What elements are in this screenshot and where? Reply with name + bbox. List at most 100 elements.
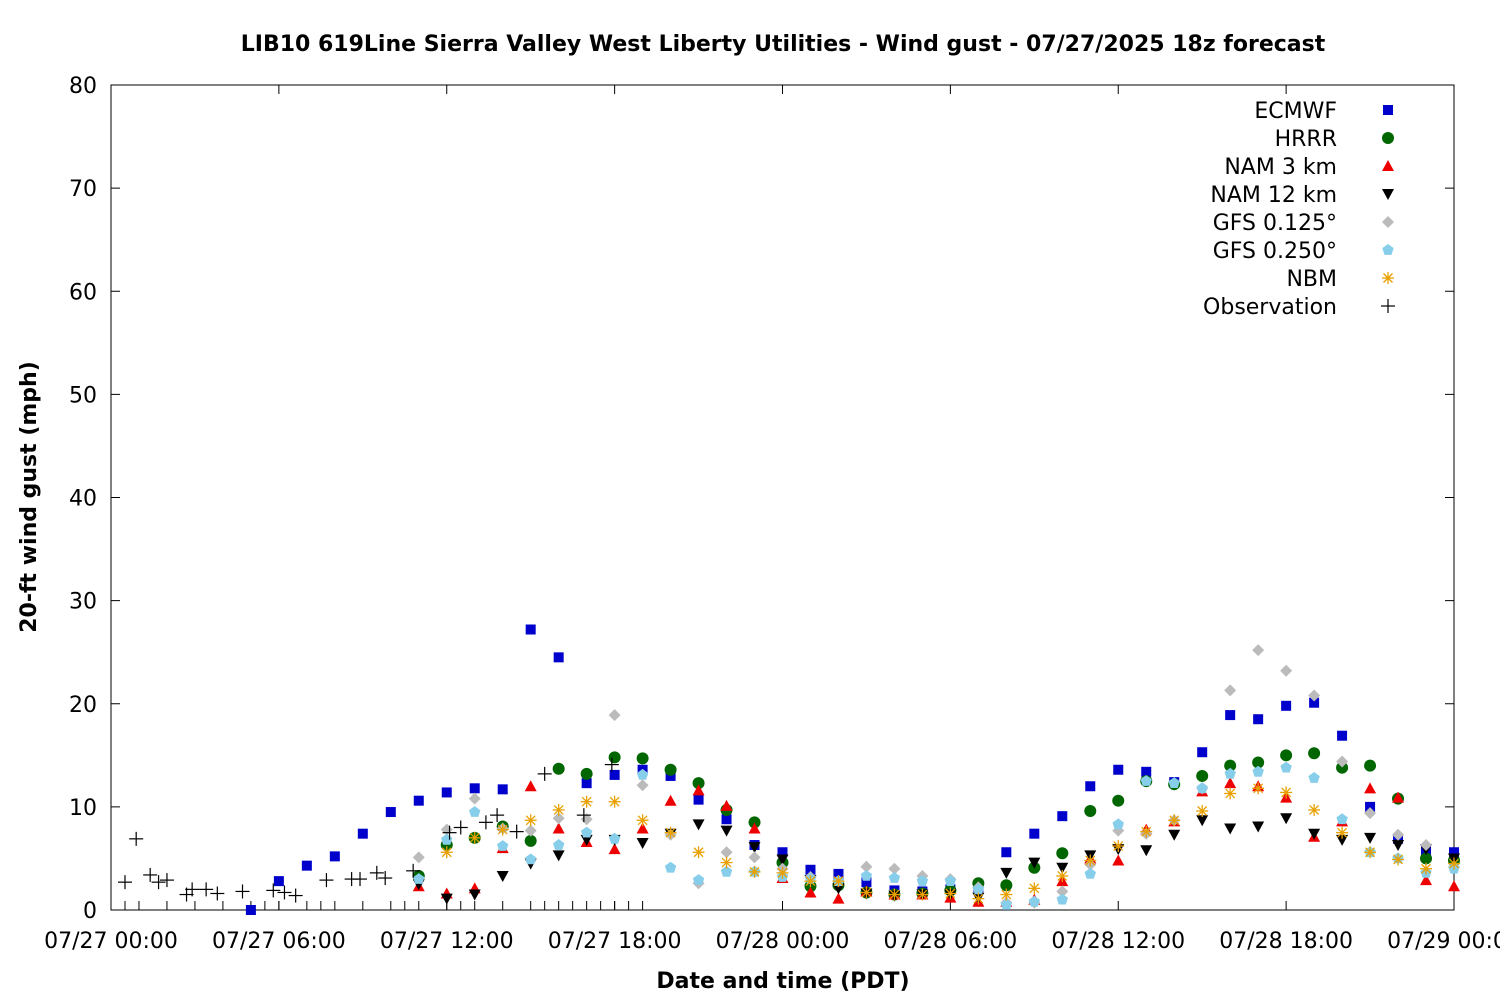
point-nam-3-km [552,822,565,834]
point-gfs-0-250 [441,833,453,845]
point-observation [235,884,250,899]
legend-marker-gfs-0-125 [1382,216,1394,228]
point-ecmwf [609,769,620,780]
point-ecmwf [357,828,368,839]
point-gfs-0-250 [1308,772,1320,783]
point-ecmwf [665,770,676,781]
x-tick-label: 07/28 18:00 [1219,929,1353,954]
legend-label-nbm: NBM [1286,267,1337,292]
point-observation [490,808,505,823]
point-nam-12-km [1224,823,1237,835]
point-nam-12-km [468,889,481,901]
point-hrrr [580,767,593,780]
point-ecmwf [581,778,592,789]
point-observation [319,873,334,888]
point-ecmwf [805,864,816,875]
point-nbm [664,826,677,839]
point-nam-12-km [748,842,761,854]
point-gfs-0-125 [1336,755,1349,768]
point-nam-3-km [1364,782,1377,794]
point-gfs-0-250 [608,832,621,844]
point-nbm [1140,825,1153,838]
chart-title: LIB10 619Line Sierra Valley West Liberty… [241,32,1326,57]
point-gfs-0-250 [469,806,481,817]
point-nbm [804,875,817,888]
point-observation [604,757,619,772]
legend-label-gfs-0-125: GFS 0.125° [1213,211,1337,236]
point-gfs-0-250 [1224,767,1236,779]
point-gfs-0-250 [972,883,985,895]
point-gfs-0-125 [1280,664,1293,677]
point-hrrr [608,751,621,764]
point-gfs-0-250 [1084,867,1096,879]
point-ecmwf [1057,811,1068,822]
point-nam-3-km [664,794,677,806]
legend-label-nam-12-km: NAM 12 km [1210,183,1337,208]
point-observation [266,883,281,898]
point-observation [277,885,292,900]
point-ecmwf [1449,847,1459,858]
point-gfs-0-250 [1336,813,1348,825]
point-observation [353,872,368,887]
point-observation [442,825,457,840]
point-observation [185,882,200,897]
x-tick-label: 07/29 00:00 [1387,929,1500,954]
point-hrrr [1224,759,1237,772]
point-gfs-0-250 [525,853,537,865]
legend-label-ecmwf: ECMWF [1254,99,1337,124]
y-tick-label: 10 [69,796,97,821]
point-gfs-0-250 [720,865,733,877]
point-gfs-0-250 [1140,775,1152,786]
point-observation [478,815,493,830]
point-ecmwf [1253,714,1264,725]
point-observation [143,867,158,882]
point-nbm [1112,840,1125,853]
point-observation [210,886,225,901]
x-tick-label: 07/27 06:00 [212,929,346,954]
x-tick-label: 07/28 00:00 [716,929,850,954]
series-gfs-0-125 [412,644,1460,909]
point-nbm [720,856,733,869]
point-gfs-0-250 [664,861,677,873]
point-gfs-0-125 [748,851,761,864]
point-hrrr [1308,747,1321,760]
point-gfs-0-125 [524,824,537,837]
legend-marker-nam-3-km [1382,160,1394,171]
point-gfs-0-125 [1420,839,1433,852]
point-nbm [916,888,929,901]
legend-label-hrrr: HRRR [1275,127,1337,152]
point-gfs-0-250 [580,826,593,838]
point-nbm [748,865,761,878]
point-hrrr [1000,879,1013,892]
point-nam-12-km [496,870,509,882]
point-nbm [608,795,621,808]
point-nbm [1028,882,1041,895]
y-tick-label: 30 [69,590,97,615]
point-gfs-0-125 [860,860,873,873]
point-observation [129,831,144,846]
point-gfs-0-250 [944,875,957,886]
point-nbm [1000,888,1013,901]
point-nam-12-km [1364,832,1377,844]
point-ecmwf [1281,700,1292,711]
point-nam-12-km [1028,857,1041,869]
point-gfs-0-125 [552,812,565,825]
point-nam-12-km [1056,862,1069,874]
point-nam-12-km [720,825,733,837]
point-nbm [692,846,705,859]
point-gfs-0-250 [1252,765,1264,777]
point-nam-3-km [1420,874,1433,886]
point-nbm [1336,826,1349,839]
point-ecmwf [861,877,872,888]
point-hrrr [1252,756,1265,769]
point-ecmwf [497,784,508,795]
point-nam-12-km [1140,845,1153,857]
point-observation [378,871,393,886]
point-nam-3-km [1224,777,1237,789]
point-hrrr [1280,749,1293,762]
point-ecmwf [273,876,284,887]
point-nbm [496,823,509,836]
point-observation [576,808,591,823]
point-nbm [860,886,873,899]
